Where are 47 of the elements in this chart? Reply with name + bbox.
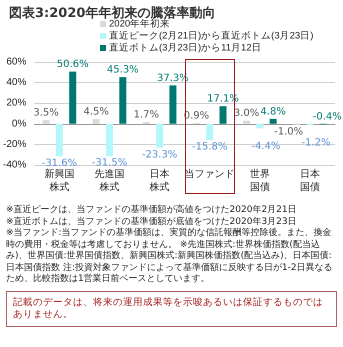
y-tick-label: -20% [2,138,26,150]
data-label: 45.3% [106,64,139,76]
text: ※直近ピークは、当ファンドの基準価額が高値をつけた2020年2月21日 [6,205,298,216]
data-label: -0.4% [312,111,342,122]
y-tick-label: -40% [2,160,26,170]
y-tick-label: 40% [6,77,26,88]
bar [42,120,50,124]
data-label: -31.6% [42,158,78,169]
x-tick-label: 世界国債 [250,168,270,193]
data-label: -1.0% [274,126,304,138]
text: ※当ファンド:当ファンドの基準価額は、実質的な信託報酬等控除後。また、換金時の費用・税金等は考慮しておりません。 ※先進国株式:世界株価指数(配当込み)、世界国債:世界国債指数、新興国株式:新興国株価指数(配当込み)、日本国債:日本国債指数 注:投資対象ファンドによって基準価額に反映する日が1-2日異なるため、比較指数は1営業日前ベースとしています。 [6,228,334,286]
x-tick-label: 先進国株式 [94,168,125,193]
bar [69,72,76,124]
data-label: -1.2% [301,138,330,149]
x-tick-label: 日本株式 [148,168,170,193]
bar [56,124,63,156]
bar [256,124,264,128]
bar [270,118,277,124]
data-label: -23.3% [142,149,178,160]
text: 記載のデータは、将来の運用成果等を示唆あるいは保証するものではありません。 [6,290,337,326]
data-label: 1.7% [134,110,160,121]
data-label: 50.6% [56,59,89,70]
x-tick-label: 日本国債 [300,168,320,193]
data-label: -15.8% [192,142,228,153]
x-tick-label: 当ファンド [184,168,235,180]
data-label: 4.8% [260,106,286,118]
y-tick-label: 0% [12,118,26,130]
data-label: 3.5% [33,108,59,119]
bar [106,124,114,156]
legend-label: 直近ボトム(3月23日)から11月12日 [109,42,262,54]
data-label: -31.5% [92,158,128,169]
bar [220,106,227,124]
bar [92,119,100,124]
y-tick-label: 20% [6,98,26,109]
text: ※直近ボトムは、当ファンドの基準価額が底値をつけた2020年3月23日 [6,216,298,228]
bar [243,120,250,124]
x-tick-label: 新興国株式 [44,168,74,193]
bar [169,85,176,124]
y-tick-label: 60% [6,56,26,68]
bar [156,124,164,148]
bar [206,124,214,140]
legend-label: 直近ピーク(2月21日)から直近ボトム(3月23日) [109,30,314,42]
data-label: 3.0% [234,108,260,120]
data-label: 4.5% [84,106,109,118]
data-label: -4.4% [251,140,280,152]
legend-label: 2020年年初来 [109,18,170,30]
bar [119,77,126,124]
